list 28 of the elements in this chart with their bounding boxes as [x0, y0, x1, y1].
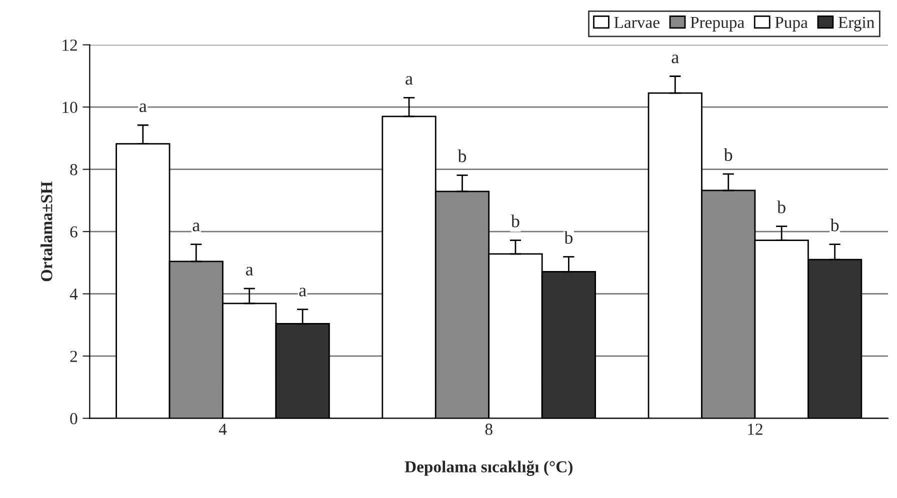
x-tick-label: 8	[485, 424, 492, 435]
data-label: a	[140, 103, 147, 112]
data-label: a	[299, 288, 306, 296]
data-label: b	[510, 214, 520, 228]
data-label: b	[830, 218, 839, 232]
data-label: b	[458, 150, 466, 162]
legend-label: Larvae	[614, 16, 660, 28]
data-label: a	[672, 54, 679, 64]
y-tick-label: 6	[70, 226, 78, 238]
legend-label: Prepupa	[690, 16, 744, 32]
y-tick-label: 8	[70, 164, 78, 176]
x-tick-label: 4	[218, 424, 227, 435]
y-tick-label: 2	[70, 350, 77, 362]
legend-label: Pupa	[775, 16, 808, 32]
y-axis-title: Ortalama±SH	[40, 181, 52, 282]
data-label: b	[564, 231, 573, 244]
y-tick-label: 10	[62, 102, 78, 114]
x-axis-title: Depolama sıcaklığı (°C)	[404, 460, 572, 476]
x-tick-label: 12	[748, 424, 762, 435]
data-label: a	[406, 76, 413, 85]
legend-label: Ergin	[838, 16, 874, 32]
data-label: a	[192, 222, 200, 232]
data-label: a	[246, 266, 254, 276]
y-tick-label: 12	[62, 40, 77, 51]
data-label: b	[777, 200, 786, 214]
y-tick-label: 4	[70, 288, 78, 300]
data-label: b	[724, 148, 732, 161]
y-tick-label: 0	[70, 413, 78, 424]
